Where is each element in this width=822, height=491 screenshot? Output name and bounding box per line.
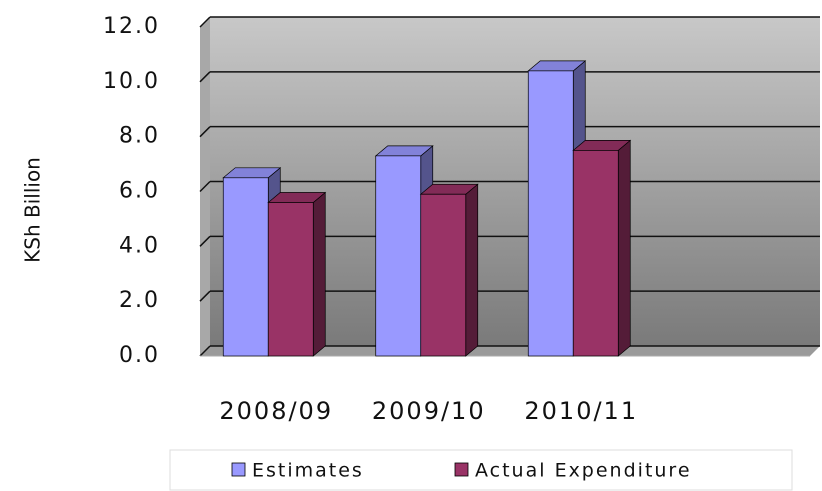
x-tick-label: 2008/09 (219, 397, 333, 425)
y-tick-label: 0.0 (119, 343, 160, 368)
bar (527, 70, 574, 357)
bar (420, 193, 467, 357)
y-tick-label: 6.0 (119, 179, 160, 204)
grid-line-side (199, 345, 211, 357)
grid-line-side (199, 126, 211, 138)
bar (267, 202, 314, 357)
y-tick-label: 4.0 (119, 233, 160, 258)
bar-side (312, 191, 326, 357)
bar (222, 177, 269, 357)
floor (200, 346, 820, 356)
legend-swatch (231, 462, 246, 477)
y-tick-label: 8.0 (119, 124, 160, 149)
x-tick-label: 2010/11 (524, 397, 638, 425)
grid-line-side (199, 71, 211, 83)
legend-label: Estimates (252, 460, 364, 482)
bar-side (465, 183, 479, 357)
grid-line-side (199, 16, 211, 28)
legend (169, 449, 793, 491)
y-axis-title: KSh Billion (21, 157, 45, 263)
bar (572, 150, 619, 357)
bar (375, 155, 422, 357)
y-tick-label: 2.0 (119, 288, 160, 313)
legend-swatch (454, 462, 469, 477)
bar-side (617, 139, 631, 357)
grid-line-side (199, 290, 211, 302)
y-tick-label: 10.0 (103, 69, 160, 94)
y-tick-label: 12.0 (103, 14, 160, 39)
grid-line-side (199, 180, 211, 193)
x-tick-label: 2009/10 (372, 397, 486, 425)
grid-line-side (199, 235, 211, 247)
legend-label: Actual Expenditure (475, 460, 692, 482)
